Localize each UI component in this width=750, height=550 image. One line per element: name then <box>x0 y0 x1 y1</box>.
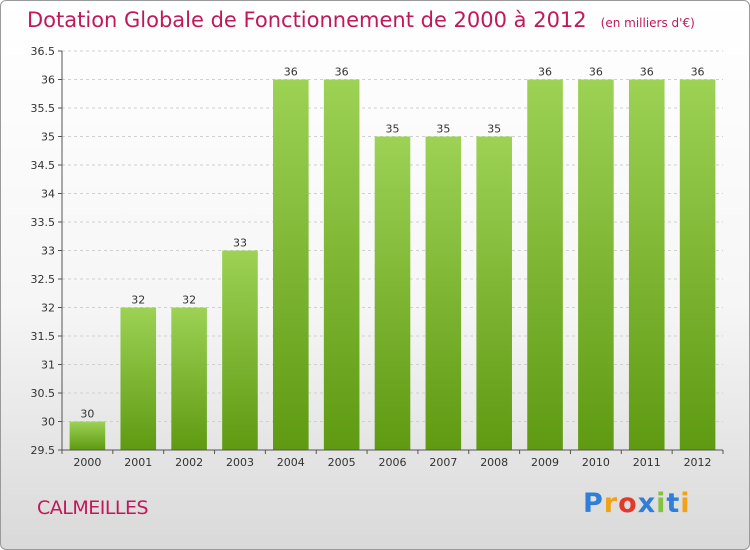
commune-name: CALMEILLES <box>37 497 149 519</box>
x-tick-label: 2005 <box>328 456 356 469</box>
bar-2000[interactable] <box>69 421 106 451</box>
x-tick-label: 2009 <box>531 456 559 469</box>
y-tick-label: 36.5 <box>31 45 56 58</box>
bar-2011[interactable] <box>628 79 665 451</box>
bar-2009[interactable] <box>527 79 563 451</box>
y-tick-label: 34.5 <box>31 159 56 172</box>
data-label: 36 <box>691 66 705 79</box>
data-label: 32 <box>131 294 145 307</box>
bar-2012[interactable] <box>679 79 716 451</box>
data-label: 32 <box>182 294 196 307</box>
data-label: 36 <box>640 66 654 79</box>
data-label: 35 <box>487 123 501 136</box>
chart-title-text: Dotation Globale de Fonctionnement de 20… <box>27 8 587 32</box>
chart-unit: (en milliers d'€) <box>600 16 695 30</box>
x-tick-label: 2001 <box>124 456 152 469</box>
data-label: 36 <box>284 66 298 79</box>
x-tick-label: 2012 <box>684 456 712 469</box>
data-label: 35 <box>386 123 400 136</box>
bar-2001[interactable] <box>120 307 157 451</box>
y-tick-label: 35.5 <box>31 102 56 115</box>
y-tick-label: 31 <box>41 359 55 372</box>
data-label: 36 <box>335 66 349 79</box>
x-tick-label: 2002 <box>175 456 203 469</box>
y-tick-label: 34 <box>41 188 55 201</box>
x-tick-label: 2000 <box>73 456 101 469</box>
x-tick-label: 2010 <box>582 456 610 469</box>
y-tick-label: 36 <box>41 74 55 87</box>
x-tick-label: 2007 <box>429 456 457 469</box>
x-tick-label: 2006 <box>379 456 407 469</box>
y-tick-label: 32 <box>41 302 55 315</box>
bar-2008[interactable] <box>476 136 512 451</box>
x-tick-label: 2003 <box>226 456 254 469</box>
x-tick-label: 2008 <box>480 456 508 469</box>
labels: 29.5 30 30.5 31 31.5 32 32.5 33 33.5 34 34.5 35 35.5… <box>31 45 712 469</box>
data-label: 30 <box>80 408 94 421</box>
bar-2005[interactable] <box>323 79 360 451</box>
bar-2002[interactable] <box>171 307 207 451</box>
y-tick-label: 30.5 <box>31 387 56 400</box>
bars <box>69 79 716 451</box>
y-tick-label: 29.5 <box>31 444 56 457</box>
bar-2003[interactable] <box>222 250 258 451</box>
y-tick-label: 33.5 <box>31 216 56 229</box>
axes <box>58 50 724 454</box>
proxiti-logo[interactable]: Proxiti <box>583 488 691 519</box>
y-tick-label: 32.5 <box>31 273 56 286</box>
bar-2004[interactable] <box>273 79 309 451</box>
y-tick-label: 30 <box>41 416 55 429</box>
x-tick-label: 2011 <box>633 456 661 469</box>
data-label: 33 <box>233 237 247 250</box>
y-tick-label: 31.5 <box>31 330 56 343</box>
y-tick-label: 33 <box>41 245 55 258</box>
bar-2006[interactable] <box>374 136 411 451</box>
chart-title: Dotation Globale de Fonctionnement de 20… <box>27 8 695 32</box>
x-tick-label: 2004 <box>277 456 305 469</box>
y-tick-label: 35 <box>41 131 55 144</box>
data-label: 35 <box>436 123 450 136</box>
data-label: 36 <box>538 66 552 79</box>
data-label: 36 <box>589 66 603 79</box>
bar-2010[interactable] <box>578 79 614 451</box>
bar-2007[interactable] <box>425 136 462 451</box>
